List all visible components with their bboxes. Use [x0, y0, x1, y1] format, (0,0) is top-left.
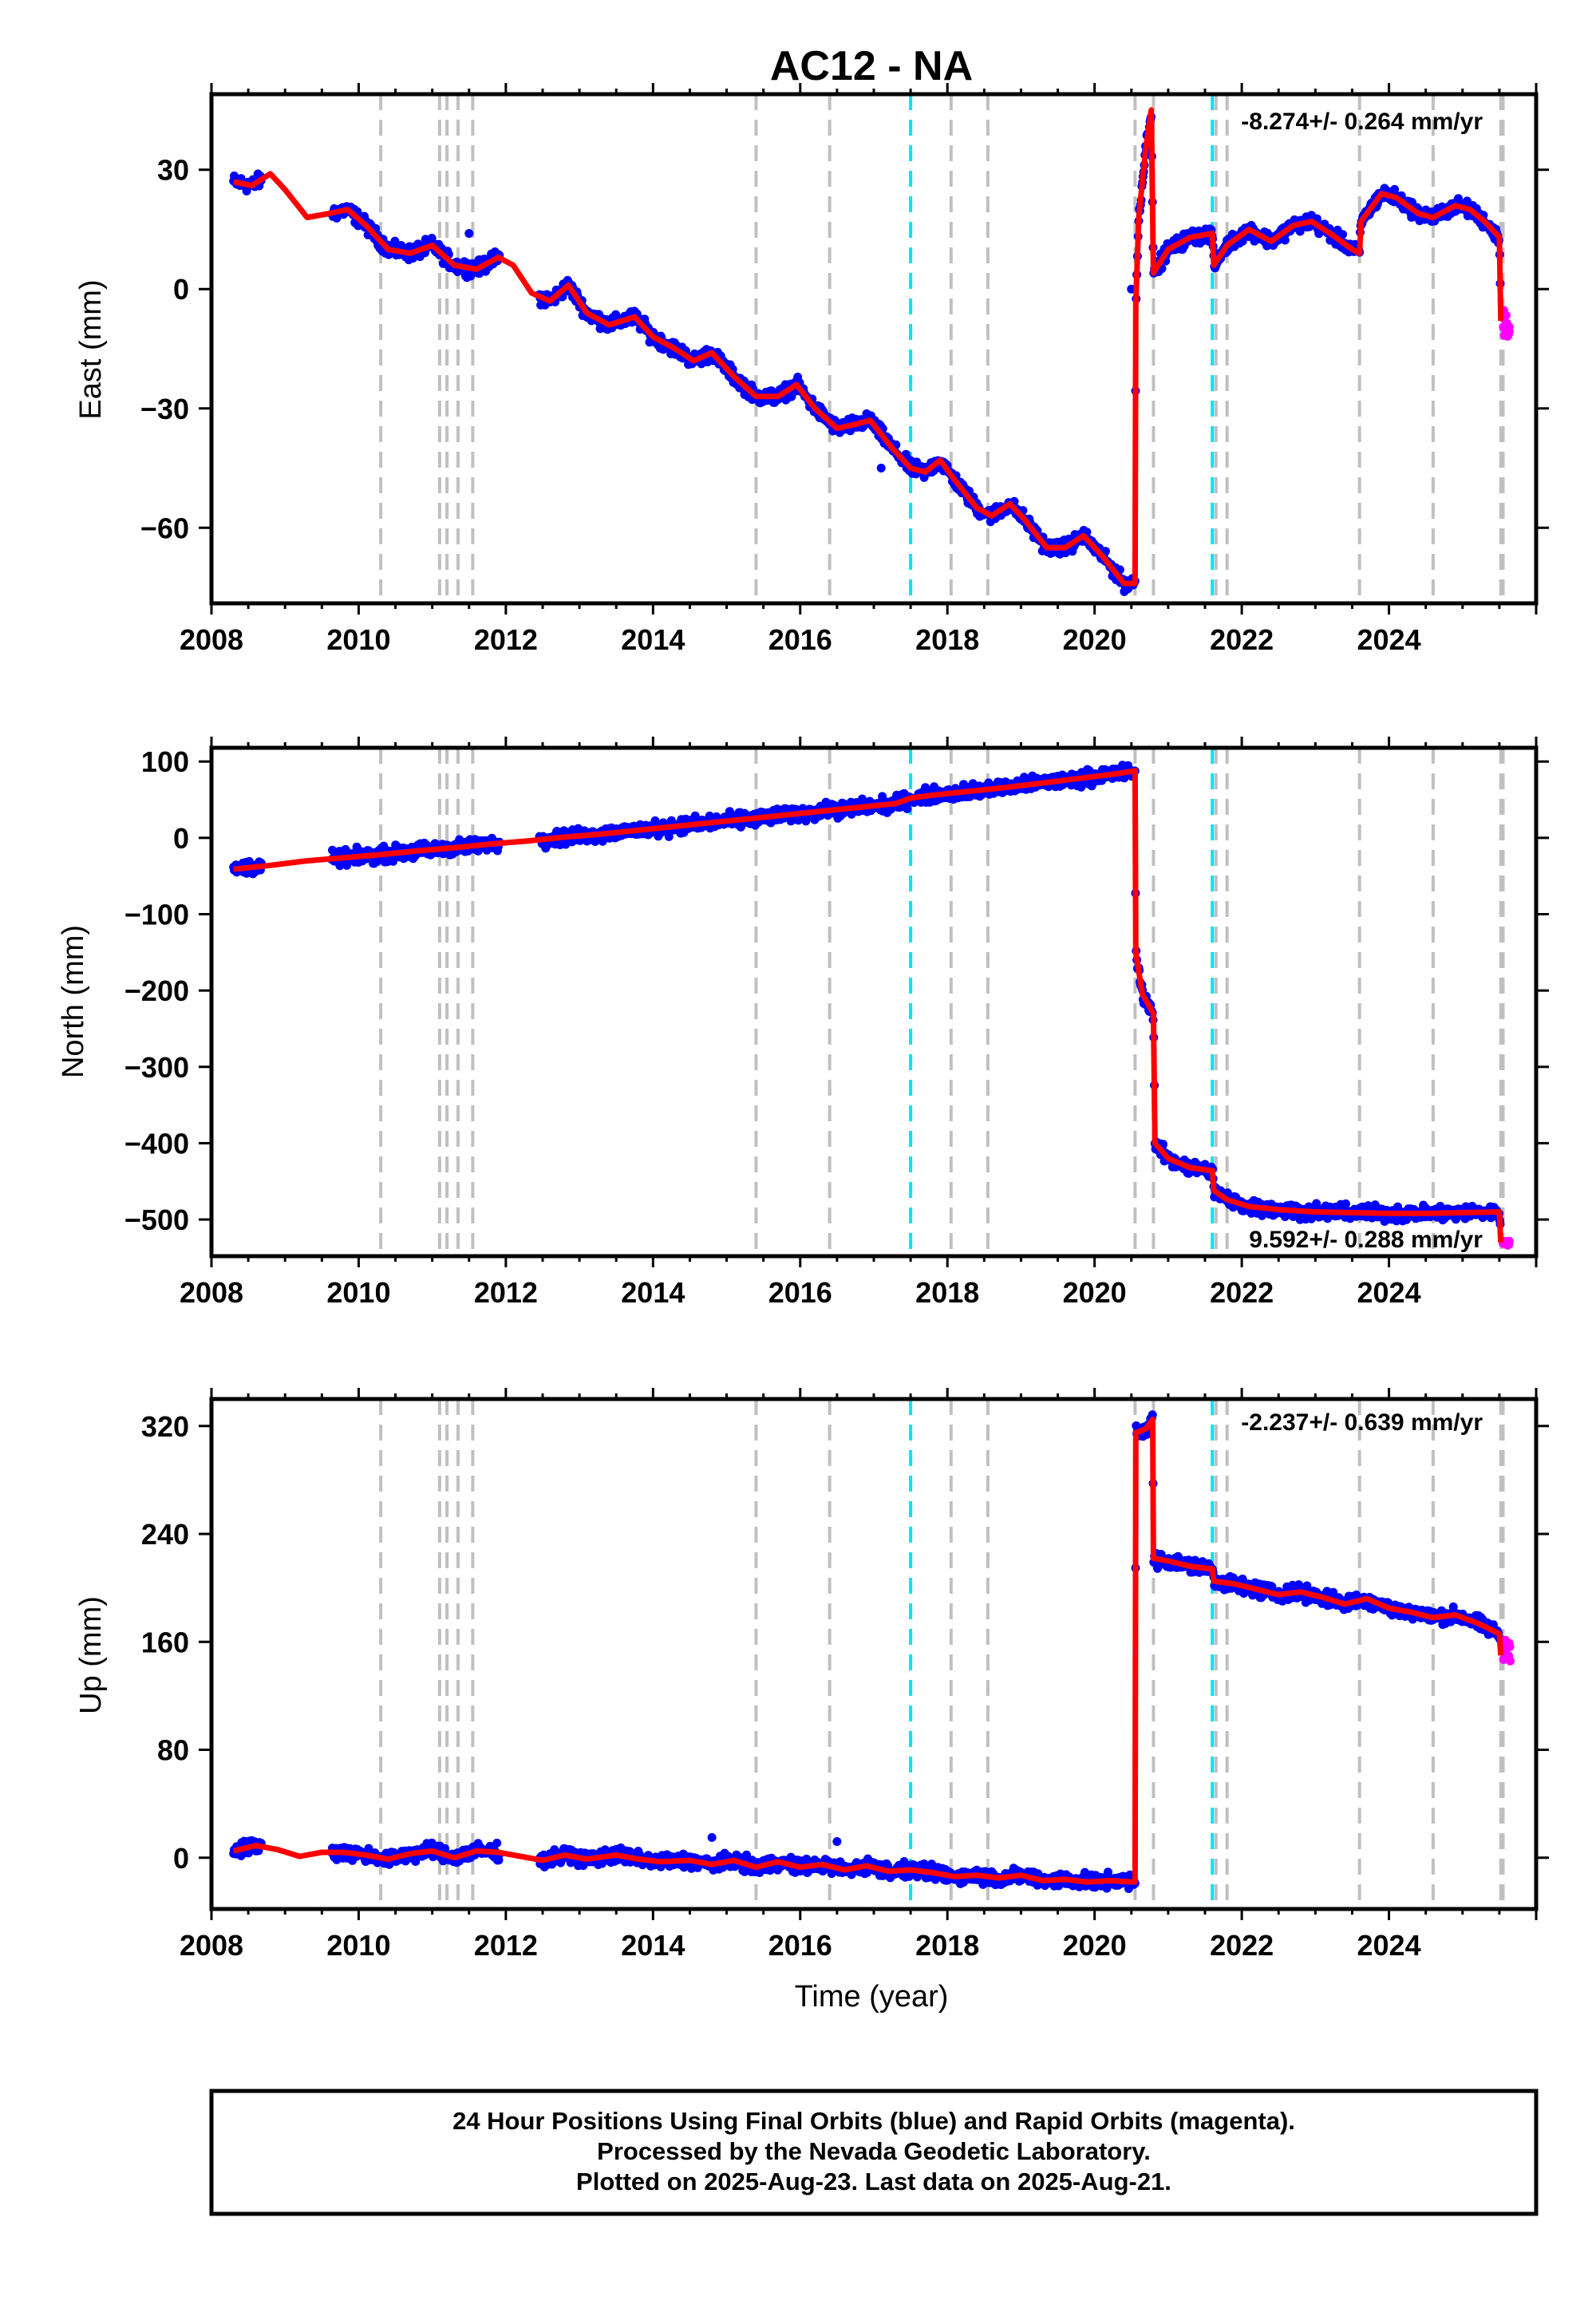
x-tick-label: 2010 — [326, 623, 390, 656]
x-tick-label: 2014 — [621, 1276, 685, 1309]
plot-content — [229, 748, 1514, 1256]
data-point — [1338, 230, 1347, 239]
data-point — [342, 860, 352, 870]
y-tick-label: 0 — [173, 822, 189, 855]
north-rate-label: 9.592+/- 0.288 mm/yr — [1249, 1227, 1483, 1253]
x-tick-label: 2018 — [915, 623, 979, 656]
x-tick-label: 2014 — [621, 623, 685, 656]
x-tick-label: 2022 — [1210, 623, 1274, 656]
y-tick-label: −300 — [124, 1051, 189, 1084]
plot-frame — [209, 92, 1539, 606]
east-ylabel: East (mm) — [74, 279, 108, 419]
x-tick-label: 2022 — [1210, 1276, 1274, 1309]
x-tick-label: 2010 — [326, 1276, 390, 1309]
east-plot-area: 2008 2010 2012 2014 2016 2018 2020 2022 2024 −60 −… — [140, 83, 1549, 656]
y-tick-label: −100 — [124, 899, 189, 931]
rapid-point — [1504, 322, 1514, 332]
data-point — [903, 804, 912, 813]
north-plot-area: 2008 2010 2012 2014 2016 2018 2020 2022 2024 −500… — [124, 737, 1549, 1309]
y-tick-label: −60 — [140, 512, 189, 544]
x-tick-label: 2012 — [474, 623, 538, 656]
x-tick-label: 2024 — [1357, 1276, 1421, 1309]
model-fit-line — [233, 768, 1504, 1243]
y-tick-label: 0 — [173, 273, 189, 306]
final-orbit-points — [229, 761, 1505, 1229]
data-point — [364, 1844, 373, 1853]
y-tick-label: −500 — [124, 1203, 189, 1236]
rapid-point — [1501, 310, 1511, 320]
x-tick-label: 2018 — [915, 1276, 979, 1309]
x-tick-label: 2016 — [768, 1276, 832, 1309]
y-tick-label: −200 — [124, 974, 189, 1007]
y-tick-label: −30 — [140, 393, 189, 425]
plot-frame — [209, 745, 1539, 1259]
y-tick-label: 30 — [157, 154, 189, 187]
plot-content — [229, 94, 1514, 603]
data-point — [1295, 227, 1305, 236]
model-fit-line — [232, 107, 1504, 587]
north-ylabel: North (mm) — [57, 925, 90, 1078]
outlier-point — [876, 464, 886, 473]
final-orbit-points — [229, 112, 1505, 596]
panel-east: 2008 2010 2012 2014 2016 2018 2020 2022 2024 −60 −… — [74, 83, 1549, 656]
y-tick-label: −400 — [124, 1127, 189, 1160]
panel-up: 2008 2010 2012 2014 2016 2018 2020 2022 20240801… — [74, 1388, 1549, 1962]
data-point — [1341, 1199, 1350, 1208]
up-plot-area: 2008 2010 2012 2014 2016 2018 2020 2022 20240801… — [141, 1388, 1549, 1962]
x-tick-label: 2016 — [768, 623, 832, 656]
x-tick-label: 2008 — [180, 623, 243, 656]
x-tick-label: 2020 — [1063, 1276, 1127, 1309]
east-rate-label: -8.274+/- 0.264 mm/yr — [1241, 109, 1483, 135]
plot-content — [229, 1399, 1515, 1909]
y-tick-label: 100 — [141, 745, 189, 778]
data-point — [1390, 184, 1400, 194]
final-orbit-points — [229, 1410, 1505, 1893]
data-point — [492, 1838, 502, 1848]
x-tick-label: 2024 — [1357, 623, 1421, 656]
outlier-point — [464, 228, 474, 238]
x-tick-label: 2008 — [180, 1276, 243, 1309]
x-tick-label: 2020 — [1063, 623, 1127, 656]
panel-north: 2008 2010 2012 2014 2016 2018 2020 2022 2024 −500… — [57, 737, 1549, 1309]
figure-title: AC12 - NA — [770, 43, 973, 89]
data-point — [1280, 235, 1290, 245]
rapid-point — [1501, 1239, 1511, 1248]
x-tick-label: 2012 — [474, 1276, 538, 1309]
